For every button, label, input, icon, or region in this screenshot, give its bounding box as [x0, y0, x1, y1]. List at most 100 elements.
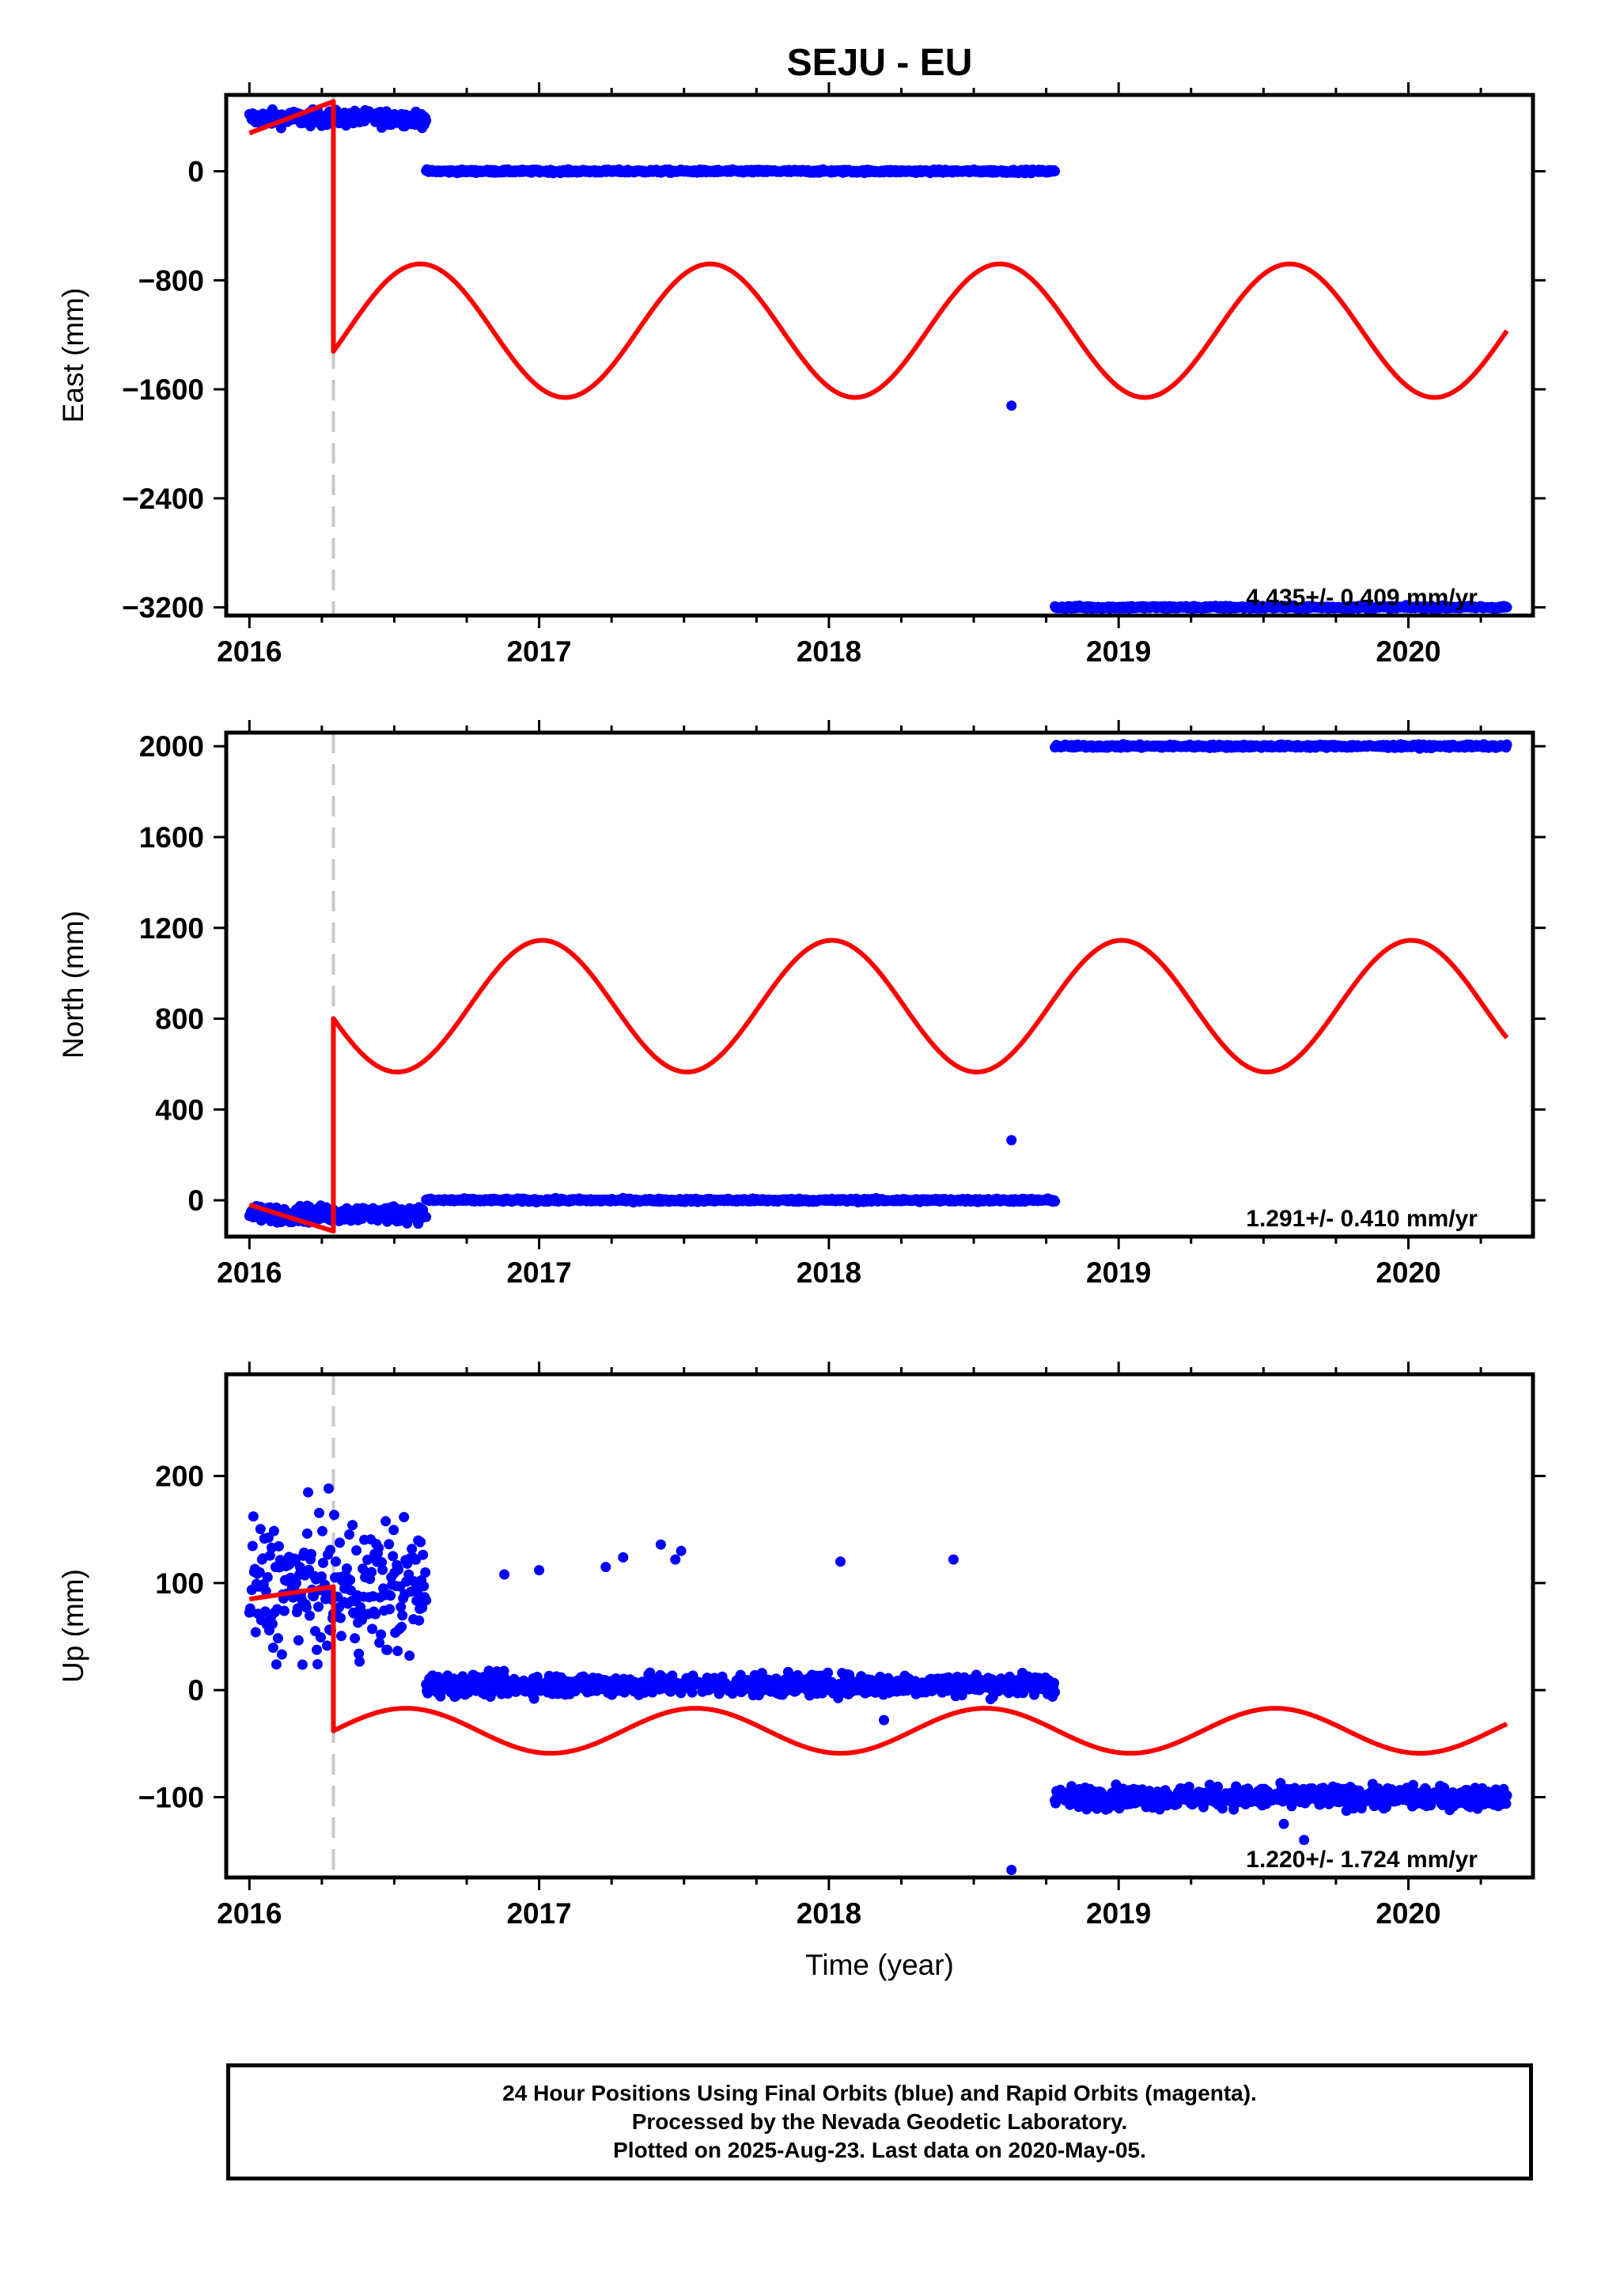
- up-data-point: [336, 1631, 346, 1642]
- north-y-tick-label: 0: [187, 1184, 204, 1217]
- up-data-point: [1050, 1687, 1061, 1698]
- up-data-point: [404, 1650, 415, 1661]
- north-velocity-label: 1.291+/- 0.410 mm/yr: [1246, 1206, 1478, 1232]
- east-x-tick-label: 2016: [217, 635, 282, 668]
- up-data-point: [392, 1646, 403, 1657]
- up-y-tick-label: 200: [155, 1461, 204, 1493]
- east-y-axis-label: East (mm): [57, 288, 89, 423]
- up-data-point: [351, 1545, 362, 1556]
- up-data-point: [687, 1687, 698, 1698]
- up-data-point: [1213, 1781, 1223, 1792]
- north-x-tick-label: 2020: [1376, 1256, 1440, 1289]
- north-x-tick-label: 2017: [506, 1256, 571, 1289]
- up-data-point: [377, 1557, 388, 1567]
- up-data-point: [362, 1555, 373, 1565]
- east-y-tick-label: 0: [187, 155, 204, 188]
- north-data-point: [1501, 739, 1512, 750]
- up-data-point: [373, 1543, 384, 1553]
- up-data-point: [823, 1667, 834, 1678]
- up-data-point: [313, 1601, 324, 1612]
- up-outlier-point: [1006, 1865, 1017, 1875]
- up-data-point: [312, 1644, 322, 1655]
- up-data-point: [301, 1528, 312, 1539]
- up-outlier-point: [1278, 1818, 1289, 1829]
- up-data-point: [388, 1551, 399, 1562]
- up-data-point: [374, 1637, 385, 1648]
- up-data-point: [329, 1510, 339, 1521]
- up-data-point: [293, 1635, 304, 1646]
- up-data-point: [297, 1659, 308, 1670]
- up-data-point: [399, 1512, 410, 1522]
- north-y-tick-label: 1600: [139, 821, 204, 854]
- up-data-point: [335, 1612, 346, 1623]
- up-data-point: [292, 1603, 303, 1614]
- up-data-point: [457, 1671, 468, 1682]
- east-model-curve: [248, 99, 1509, 400]
- east-x-tick-label: 2017: [506, 635, 571, 668]
- up-data-point: [308, 1591, 319, 1601]
- up-y-tick-label: −100: [138, 1782, 204, 1814]
- footer-line-processed: Processed by the Nevada Geodetic Laborat…: [631, 2109, 1128, 2134]
- north-x-tick-label: 2016: [217, 1256, 282, 1289]
- up-data-point: [278, 1605, 290, 1616]
- up-data-point: [290, 1578, 301, 1589]
- up-data-point: [325, 1544, 335, 1555]
- east-x-tick-label: 2020: [1376, 635, 1440, 668]
- up-data-point: [324, 1483, 334, 1494]
- up-data-point: [350, 1633, 361, 1644]
- footer-line-plotted: Plotted on 2025-Aug-23. Last data on 202…: [613, 2138, 1146, 2162]
- east-y-tick-label: −3200: [122, 592, 204, 624]
- up-y-tick-label: 100: [155, 1567, 204, 1600]
- up-data-point: [407, 1544, 418, 1555]
- up-data-point: [377, 1564, 388, 1575]
- east-data-points: [244, 104, 1512, 615]
- up-data-point: [384, 1604, 396, 1615]
- up-data-point: [354, 1648, 365, 1659]
- chart-title: SEJU - EU: [787, 42, 973, 84]
- north-y-tick-label: 1200: [139, 912, 204, 945]
- up-data-point: [393, 1564, 404, 1575]
- east-y-tick-label: −1600: [122, 373, 204, 406]
- up-data-point: [367, 1623, 378, 1635]
- up-data-point: [380, 1516, 392, 1527]
- north-y-axis-label: North (mm): [57, 911, 89, 1059]
- north-panel: 2016 2017 2018 2019 20202000160012008004000N…: [57, 720, 1546, 1289]
- east-x-tick-label: 2018: [797, 635, 861, 668]
- up-data-point: [1049, 1677, 1060, 1688]
- up-data-point: [314, 1507, 324, 1518]
- footer-line-orbits: 24 Hour Positions Using Final Orbits (bl…: [502, 2081, 1257, 2105]
- up-data-point: [370, 1608, 381, 1620]
- up-x-axis-label: Time (year): [805, 1949, 954, 1981]
- east-plot-frame: [224, 93, 1535, 618]
- up-data-point: [342, 1563, 352, 1574]
- north-x-tick-label: 2019: [1086, 1256, 1151, 1289]
- up-data-point: [388, 1525, 399, 1536]
- east-outlier-point: [1006, 400, 1017, 411]
- up-data-point: [528, 1693, 539, 1704]
- up-data-point: [254, 1567, 265, 1578]
- up-data-point: [248, 1511, 259, 1522]
- up-data-point: [1501, 1790, 1512, 1801]
- up-data-point: [317, 1525, 327, 1536]
- east-velocity-label: 4.435+/- 0.409 mm/yr: [1246, 585, 1478, 611]
- up-data-point: [414, 1615, 425, 1626]
- east-data-point: [275, 123, 286, 134]
- east-panel: 2016 2017 2018 2019 20200−800−1600−2400−3200…: [57, 82, 1546, 668]
- up-data-point: [303, 1487, 313, 1498]
- north-x-tick-label: 2018: [797, 1256, 861, 1289]
- up-data-point: [384, 1539, 395, 1550]
- up-outlier-point: [835, 1556, 846, 1567]
- up-data-point: [318, 1557, 328, 1568]
- up-data-point: [331, 1556, 341, 1567]
- up-data-point: [272, 1633, 283, 1644]
- up-model-curve: [248, 1584, 1508, 1756]
- up-data-point: [267, 1642, 278, 1654]
- up-data-point: [415, 1536, 426, 1548]
- up-data-point: [262, 1572, 273, 1582]
- up-data-point: [366, 1567, 377, 1578]
- up-data-point: [420, 1567, 431, 1578]
- east-data-point: [1501, 602, 1512, 613]
- north-data-point: [1050, 1196, 1061, 1207]
- up-data-point: [306, 1548, 316, 1559]
